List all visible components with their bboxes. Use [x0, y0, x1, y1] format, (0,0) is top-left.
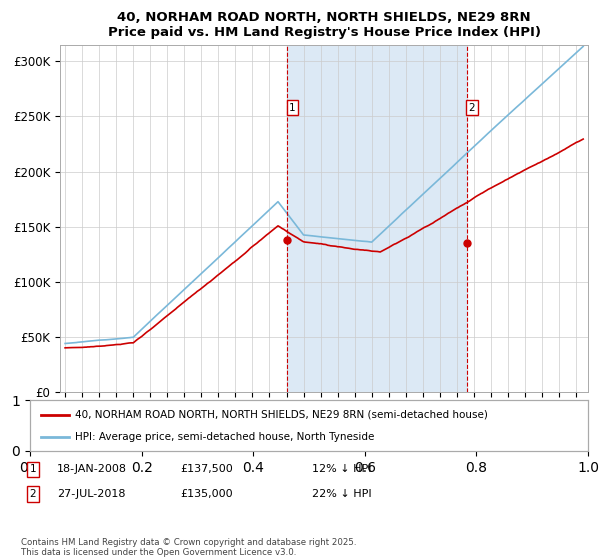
Text: 27-JUL-2018: 27-JUL-2018: [57, 489, 125, 499]
Text: 1: 1: [289, 102, 296, 113]
Text: HPI: Average price, semi-detached house, North Tyneside: HPI: Average price, semi-detached house,…: [74, 432, 374, 442]
Text: 18-JAN-2008: 18-JAN-2008: [57, 464, 127, 474]
Text: 12% ↓ HPI: 12% ↓ HPI: [312, 464, 371, 474]
Text: 1: 1: [29, 464, 37, 474]
Text: 22% ↓ HPI: 22% ↓ HPI: [312, 489, 371, 499]
Text: 2: 2: [469, 102, 475, 113]
Text: 40, NORHAM ROAD NORTH, NORTH SHIELDS, NE29 8RN (semi-detached house): 40, NORHAM ROAD NORTH, NORTH SHIELDS, NE…: [74, 409, 488, 419]
Text: 2: 2: [29, 489, 37, 499]
Text: £137,500: £137,500: [180, 464, 233, 474]
Title: 40, NORHAM ROAD NORTH, NORTH SHIELDS, NE29 8RN
Price paid vs. HM Land Registry's: 40, NORHAM ROAD NORTH, NORTH SHIELDS, NE…: [107, 11, 541, 39]
Text: £135,000: £135,000: [180, 489, 233, 499]
Text: Contains HM Land Registry data © Crown copyright and database right 2025.
This d: Contains HM Land Registry data © Crown c…: [21, 538, 356, 557]
Bar: [287, 45, 467, 392]
